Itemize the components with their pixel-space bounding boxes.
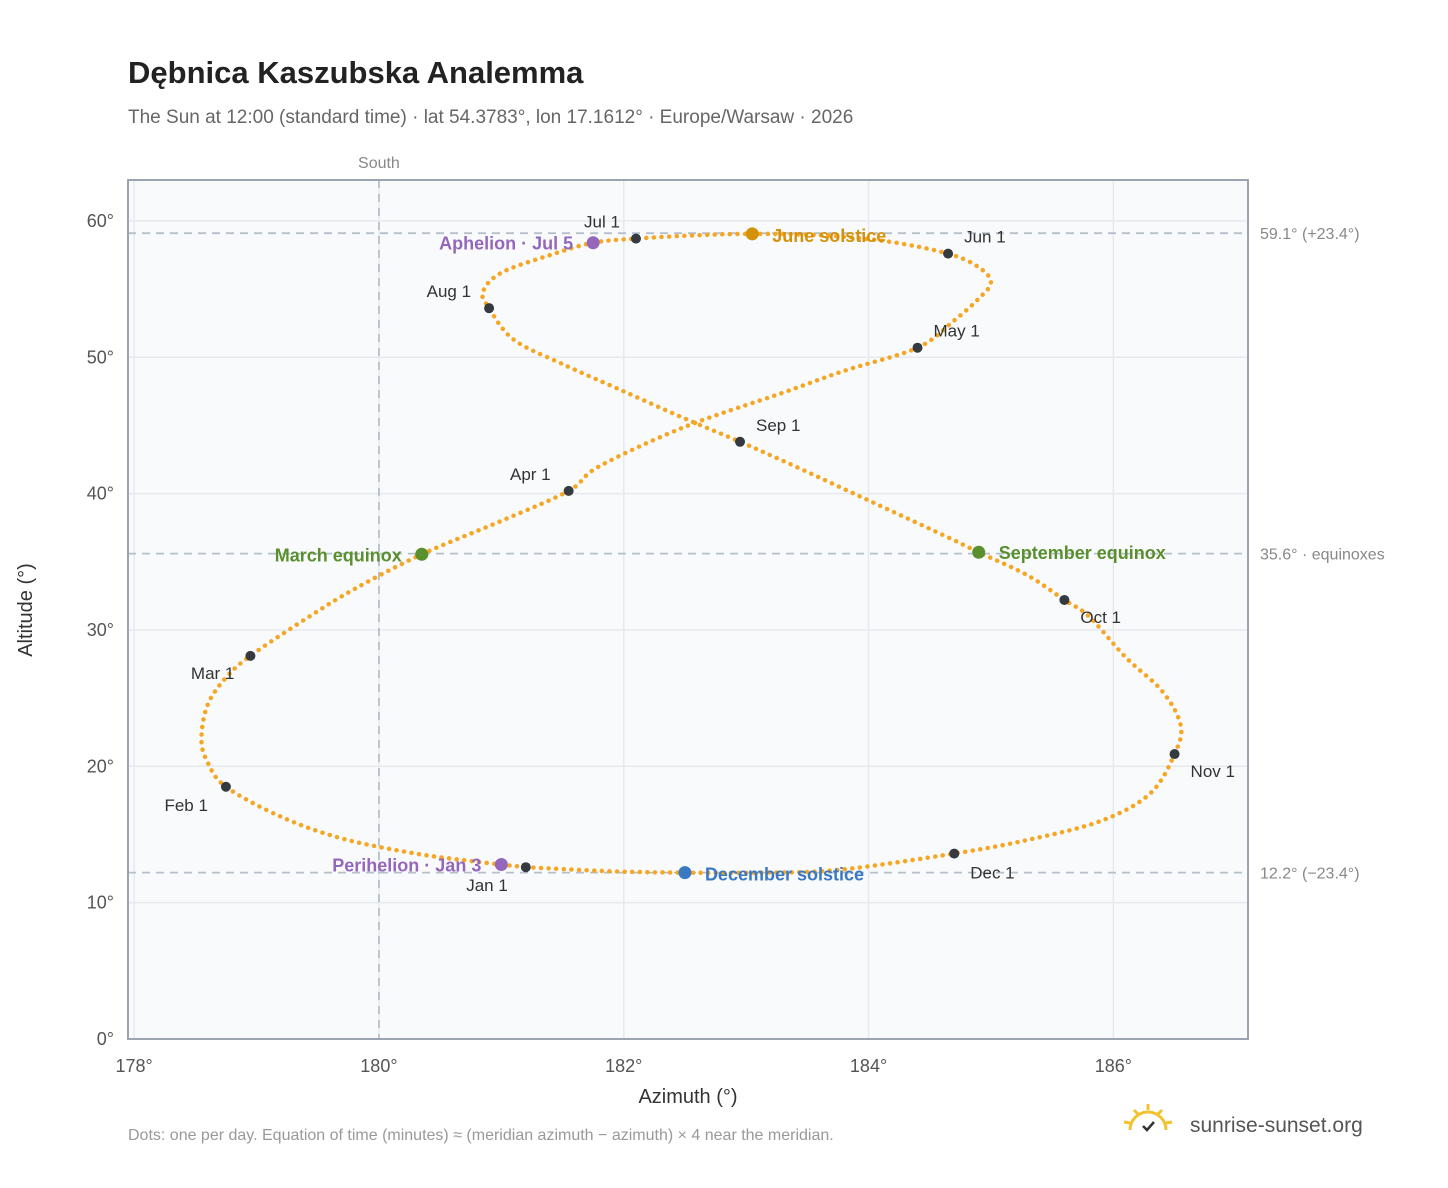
event-marker-dot (678, 866, 692, 880)
month-marker-dot (949, 848, 960, 859)
plot-frame (127, 179, 1249, 1040)
x-tick-label: 186° (1095, 1056, 1132, 1076)
altitude-reference-label: 35.6° · equinoxes (1260, 547, 1385, 564)
chart-title: Dębnica Kaszubska Analemma (128, 55, 584, 90)
month-marker-label: Jul 1 (584, 213, 620, 232)
y-tick-label: 60° (87, 211, 114, 231)
event-marker-label: Perihelion · Jan 3 (332, 855, 481, 875)
month-marker-label: Jun 1 (964, 228, 1006, 247)
event-marker-dot (586, 236, 600, 250)
event-marker-dot (972, 545, 986, 559)
grid-lines (128, 180, 1248, 1040)
y-tick-label: 20° (87, 756, 114, 776)
month-marker-dot (563, 485, 574, 496)
x-tick-label: 184° (850, 1056, 887, 1076)
analemma-curve (199, 231, 1184, 876)
month-marker-dot (630, 233, 641, 244)
month-marker-dot (735, 436, 746, 447)
month-marker-dot (1169, 749, 1180, 760)
month-marker-dot (484, 303, 495, 314)
analemma-daily-dots (199, 231, 1184, 876)
event-marker-label: June solstice (772, 226, 886, 246)
month-marker-label: Oct 1 (1080, 608, 1121, 627)
month-marker-label: Apr 1 (510, 465, 551, 484)
month-marker-label: Mar 1 (191, 664, 234, 683)
plot-area (128, 180, 1248, 1039)
month-marker-label: Nov 1 (1191, 762, 1235, 781)
month-marker-label: Jan 1 (466, 876, 508, 895)
x-tick-label: 182° (605, 1056, 642, 1076)
south-label: South (358, 155, 400, 172)
x-tick-label: 178° (116, 1056, 153, 1076)
y-tick-label: 50° (87, 347, 114, 367)
sun-logo-icon (1123, 1104, 1173, 1132)
month-marker-label: Sep 1 (756, 416, 800, 435)
event-markers: March equinox September equinox June solst… (275, 226, 1166, 885)
event-marker-label: March equinox (275, 545, 402, 565)
altitude-reference-label: 59.1° (+23.4°) (1260, 226, 1360, 243)
month-marker-dot (1059, 594, 1070, 605)
reference-lines: South 59.1° (+23.4°) 35.6° · equinoxes 12.2… (128, 155, 1385, 1039)
x-tick-label: 180° (360, 1056, 397, 1076)
event-marker-dot (415, 547, 429, 561)
footnote: Dots: one per day. Equation of time (min… (128, 1127, 834, 1144)
axis-ticks: 178° 180° 182° 184° 186° 0° 10° 20° 30° 40° 50° 60° (87, 211, 1132, 1076)
month-marker-label: Feb 1 (164, 796, 207, 815)
event-marker-dot (745, 227, 759, 241)
brand-name: sunrise-sunset.org (1190, 1114, 1363, 1137)
y-tick-label: 0° (97, 1029, 114, 1049)
y-tick-label: 10° (87, 893, 114, 913)
month-marker-dot (912, 342, 923, 353)
month-marker-dot (943, 248, 954, 259)
altitude-reference-label: 12.2° (−23.4°) (1260, 866, 1360, 883)
y-tick-label: 40° (87, 484, 114, 504)
month-marker-label: Dec 1 (970, 864, 1014, 883)
month-marker-label: Aug 1 (427, 282, 471, 301)
event-marker-label: Aphelion · Jul 5 (439, 234, 573, 254)
x-axis-label: Azimuth (°) (638, 1086, 737, 1108)
month-marker-dot (245, 650, 256, 661)
chart-subtitle: The Sun at 12:00 (standard time) · lat 5… (128, 107, 853, 128)
month-marker-label: May 1 (934, 322, 980, 341)
y-tick-label: 30° (87, 620, 114, 640)
month-marker-dot (520, 862, 531, 873)
event-marker-label: December solstice (705, 865, 864, 885)
event-marker-dot (494, 857, 508, 871)
month-markers: Jan 1 Feb 1 Mar 1 Apr 1 May 1 Jun 1 Jul 1 Aug 1… (164, 213, 1235, 896)
month-marker-dot (220, 781, 231, 792)
event-marker-label: September equinox (999, 543, 1166, 563)
y-axis-label: Altitude (°) (15, 563, 37, 657)
